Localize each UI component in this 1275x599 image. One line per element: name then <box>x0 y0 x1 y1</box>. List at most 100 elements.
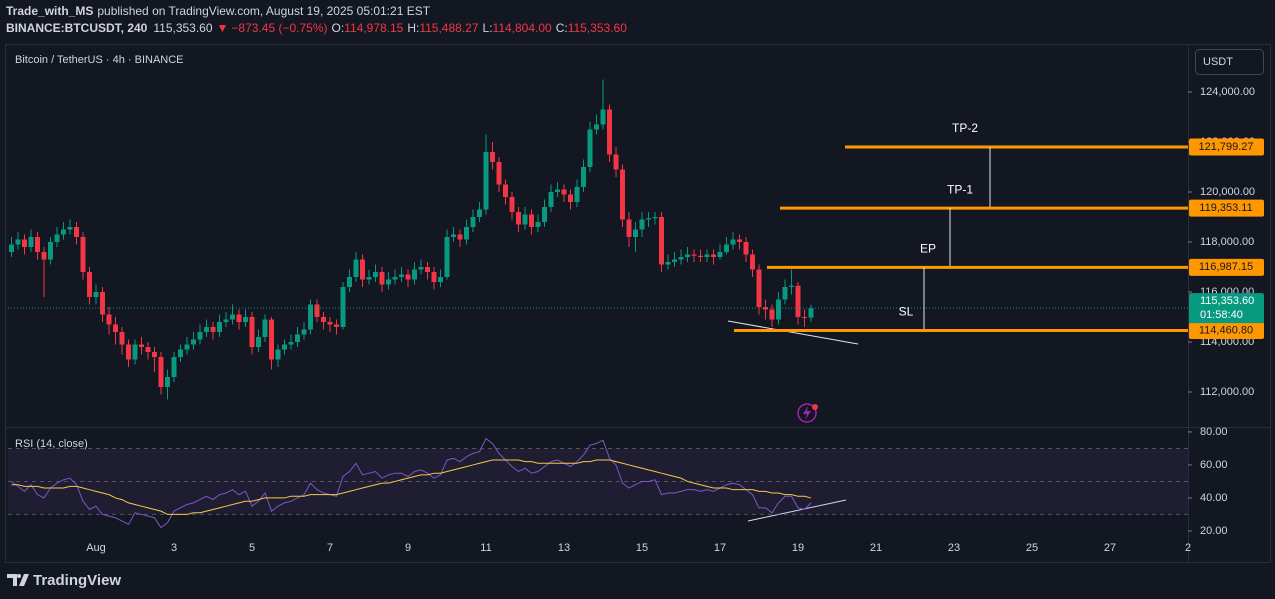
candle-body <box>87 272 92 297</box>
candle-body <box>392 277 398 280</box>
candle-body <box>477 209 482 217</box>
level-tag-label: 119,353.11 <box>1199 202 1252 214</box>
y-tick-label: 120,000.00 <box>1200 186 1255 198</box>
level-name: EP <box>920 241 936 255</box>
rsi-trend-line <box>747 499 847 522</box>
footer-logo <box>7 574 29 586</box>
ohlc-key: H: <box>407 21 419 35</box>
candle-body <box>737 239 742 242</box>
candle-body <box>782 287 788 300</box>
candle-body <box>100 292 105 315</box>
candle-body <box>340 287 346 327</box>
candle-body <box>41 252 47 260</box>
candle-body <box>236 314 242 322</box>
candle-body <box>568 194 573 202</box>
candle-body <box>444 237 450 277</box>
candle-body <box>529 214 534 227</box>
level-tag <box>1189 258 1264 276</box>
candle-body <box>106 314 112 325</box>
candle-body <box>139 344 144 347</box>
candle-body <box>659 217 664 265</box>
candle-body <box>607 109 612 155</box>
candle-body <box>548 192 554 207</box>
y-tick-label: 124,000.00 <box>1200 86 1255 98</box>
candle-body <box>763 307 768 310</box>
candle-body <box>704 254 710 257</box>
candle-body <box>412 269 417 280</box>
level-tag <box>1189 138 1264 156</box>
level-tag-label: 121,799.27 <box>1198 141 1253 153</box>
candle-body <box>9 244 14 252</box>
candle-body <box>698 255 703 257</box>
arrow: ▼ <box>217 21 229 35</box>
candle-body <box>613 154 619 170</box>
candle-body <box>152 352 157 357</box>
candle-body <box>67 227 73 230</box>
candle-body <box>282 344 287 350</box>
candle-body <box>769 309 775 320</box>
candle-body <box>555 189 560 192</box>
y-tick-label: 118,000.00 <box>1200 236 1254 248</box>
candle-body <box>119 332 125 345</box>
x-tick-label: 11 <box>480 542 491 554</box>
candle-body <box>15 239 21 245</box>
candle-body <box>581 167 586 187</box>
candle-body <box>535 222 541 227</box>
candle-body <box>321 317 326 322</box>
candle-body <box>126 344 131 360</box>
currency-button[interactable] <box>1195 49 1264 75</box>
last-price-label: 115,353.60 <box>1200 295 1254 307</box>
candle-body <box>158 357 164 387</box>
candle-body <box>633 229 638 237</box>
candle-body <box>197 332 203 340</box>
candle-body <box>665 262 671 265</box>
x-tick-label: 13 <box>558 542 570 554</box>
price: 115,353.60 <box>153 21 212 35</box>
x-tick-label: 9 <box>405 542 411 554</box>
level-name: TP-2 <box>952 121 978 135</box>
x-tick-label: 7 <box>327 542 333 554</box>
candle-body <box>48 242 53 260</box>
x-tick-label: 27 <box>1104 542 1116 554</box>
alert-icon[interactable] <box>797 403 818 423</box>
candle-body <box>756 269 762 307</box>
candle-body <box>288 342 294 345</box>
candle-body <box>61 229 66 235</box>
candle-body <box>678 257 684 260</box>
candle-body <box>425 267 430 272</box>
candle-body <box>184 344 190 350</box>
candle-body <box>652 217 658 219</box>
candle-body <box>516 212 521 225</box>
last-price-tag <box>1189 293 1264 324</box>
rsi-y-tick-label: 20.00 <box>1200 525 1228 537</box>
candle-body <box>204 327 209 332</box>
level-tag-label: 114,460.80 <box>1199 324 1253 336</box>
candle-body <box>711 254 716 257</box>
candle-body <box>275 349 281 360</box>
candle-body <box>464 227 469 240</box>
candle-body <box>145 347 151 352</box>
change: −873.45 (−0.75%) <box>231 21 327 35</box>
candle-body <box>717 252 723 257</box>
x-tick-label: 25 <box>1026 542 1038 554</box>
header-line-1: Trade_with_MS published on TradingView.co… <box>6 4 431 18</box>
candle-body <box>113 324 118 332</box>
candle-body <box>347 277 352 287</box>
candle-body <box>438 277 443 282</box>
candle-body <box>451 234 456 237</box>
candle-body <box>93 292 99 297</box>
candle-body <box>750 254 755 270</box>
candle-body <box>795 285 801 317</box>
level-name: TP-1 <box>947 182 973 196</box>
candle-body <box>776 299 781 320</box>
x-tick-label: 21 <box>870 542 882 554</box>
candle-body <box>301 329 307 335</box>
candle-body <box>80 237 86 272</box>
x-tick-label: 23 <box>948 542 960 554</box>
candle-body <box>587 129 593 167</box>
candle-body <box>496 162 502 185</box>
candle-body <box>74 227 79 237</box>
level-tag <box>1189 321 1264 339</box>
candle-body <box>646 218 651 220</box>
